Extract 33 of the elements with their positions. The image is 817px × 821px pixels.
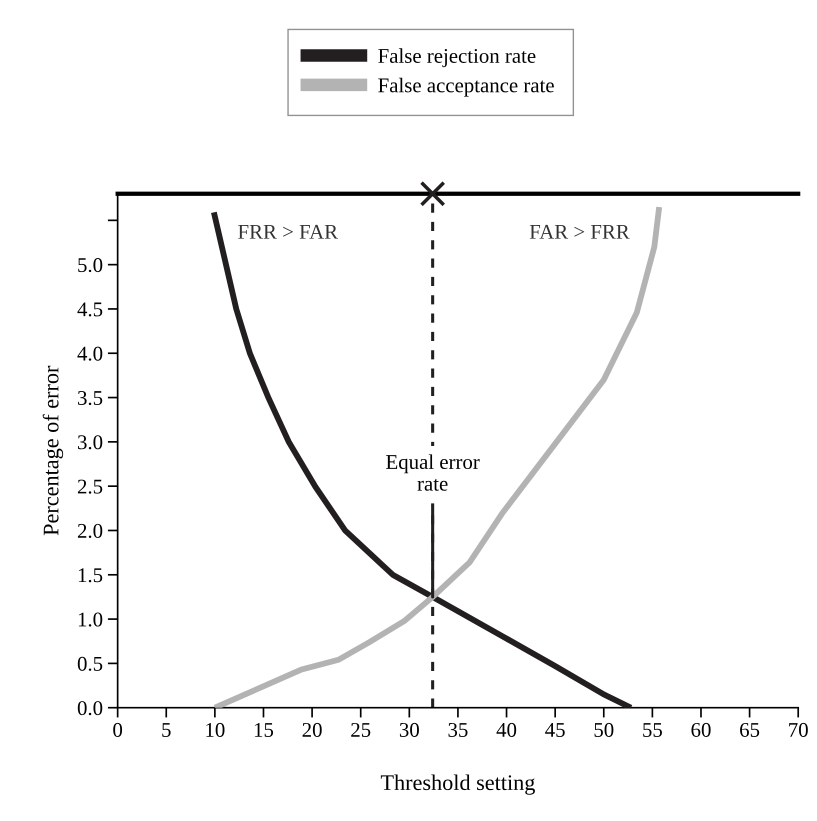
- y-tick-label: 2.0: [78, 524, 102, 538]
- x-tick-label: 0: [113, 722, 122, 737]
- y-tick-label: 0.0: [78, 701, 102, 716]
- y-tick-label: 0.5: [78, 656, 102, 671]
- annotation: Equal error rate: [386, 454, 480, 491]
- x-tick-label: 70: [789, 722, 808, 737]
- x-tick-label: 25: [351, 722, 370, 737]
- x-tick-label: 15: [254, 722, 274, 737]
- legend-label: False acceptance rate: [378, 78, 554, 97]
- y-tick-label: 4.0: [77, 346, 102, 361]
- x-tick-label: 20: [302, 722, 322, 737]
- legend-label: False rejection rate: [378, 48, 536, 68]
- x-tick-label: 55: [643, 723, 662, 737]
- x-tick-label: 65: [740, 722, 760, 737]
- x-tick-label: 5: [162, 723, 171, 737]
- y-axis-title: Percentage of error: [42, 366, 64, 536]
- x-axis-title: Threshold setting: [380, 774, 535, 795]
- y-tick-label: 1.0: [78, 612, 102, 627]
- y-tick-label: 3.5: [78, 390, 102, 406]
- y-tick-label: 5.0: [78, 258, 102, 272]
- x-tick-label: 45: [545, 723, 565, 737]
- y-tick-label: 3.0: [78, 435, 102, 450]
- y-tick-label: 1.5: [78, 568, 102, 582]
- x-tick-label: 50: [594, 722, 614, 737]
- x-tick-label: 10: [206, 722, 224, 737]
- y-tick-label: 2.5: [78, 480, 102, 494]
- y-tick-label: 4.5: [77, 302, 102, 316]
- x-tick-label: 40: [496, 722, 516, 737]
- x-tick-label: 35: [448, 722, 468, 737]
- annotation: FRR > FAR: [238, 224, 338, 239]
- annotation: FAR > FRR: [530, 224, 630, 239]
- x-tick-label: 30: [400, 722, 419, 737]
- x-tick-label: 60: [691, 722, 711, 737]
